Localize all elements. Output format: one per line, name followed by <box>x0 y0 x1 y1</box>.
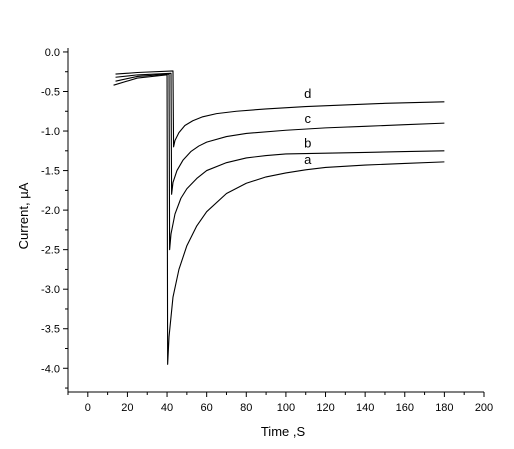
y-tick-label: -2.0 <box>41 205 60 217</box>
y-tick-label: 0.0 <box>45 47 60 59</box>
x-tick-label: 180 <box>435 402 453 414</box>
y-axis-title: Current, µA <box>16 182 31 249</box>
axes <box>67 48 484 393</box>
series-line-d <box>115 70 445 148</box>
x-tick-label: 140 <box>356 402 374 414</box>
x-tick-label: 120 <box>316 402 334 414</box>
curve-label-d: d <box>304 86 311 101</box>
curve-label-a: a <box>304 152 312 167</box>
x-tick-label: 60 <box>201 402 213 414</box>
y-tick-label: -1.5 <box>41 166 60 178</box>
x-tick-label: 0 <box>85 402 91 414</box>
series-layer <box>113 70 445 365</box>
y-tick-label: -2.5 <box>41 245 60 257</box>
x-tick-label: 20 <box>121 402 133 414</box>
series-line-c <box>115 72 445 195</box>
x-axis-ticks: 0 20 40 60 80 100 120 140 160 180 200 <box>67 392 493 414</box>
x-tick-label: 80 <box>240 402 252 414</box>
x-tick-label: 160 <box>396 402 414 414</box>
curve-label-c: c <box>304 111 311 126</box>
y-tick-label: -3.5 <box>41 324 60 336</box>
y-tick-label: -0.5 <box>41 86 60 98</box>
series-line-b <box>115 73 445 251</box>
y-axis-ticks: 0.0 -0.5 -1.0 -1.5 -2.0 -2.5 -3.0 -3.5 -4.0 <box>41 47 68 389</box>
y-tick-label: -3.0 <box>41 284 60 296</box>
curve-label-b: b <box>304 136 311 151</box>
x-tick-label: 100 <box>277 402 295 414</box>
series-line-a <box>113 74 445 365</box>
x-tick-label: 40 <box>161 402 173 414</box>
y-tick-label: -1.0 <box>41 126 60 138</box>
y-tick-label: -4.0 <box>41 363 60 375</box>
x-tick-label: 200 <box>475 402 493 414</box>
x-axis-title: Time ,S <box>261 424 306 439</box>
